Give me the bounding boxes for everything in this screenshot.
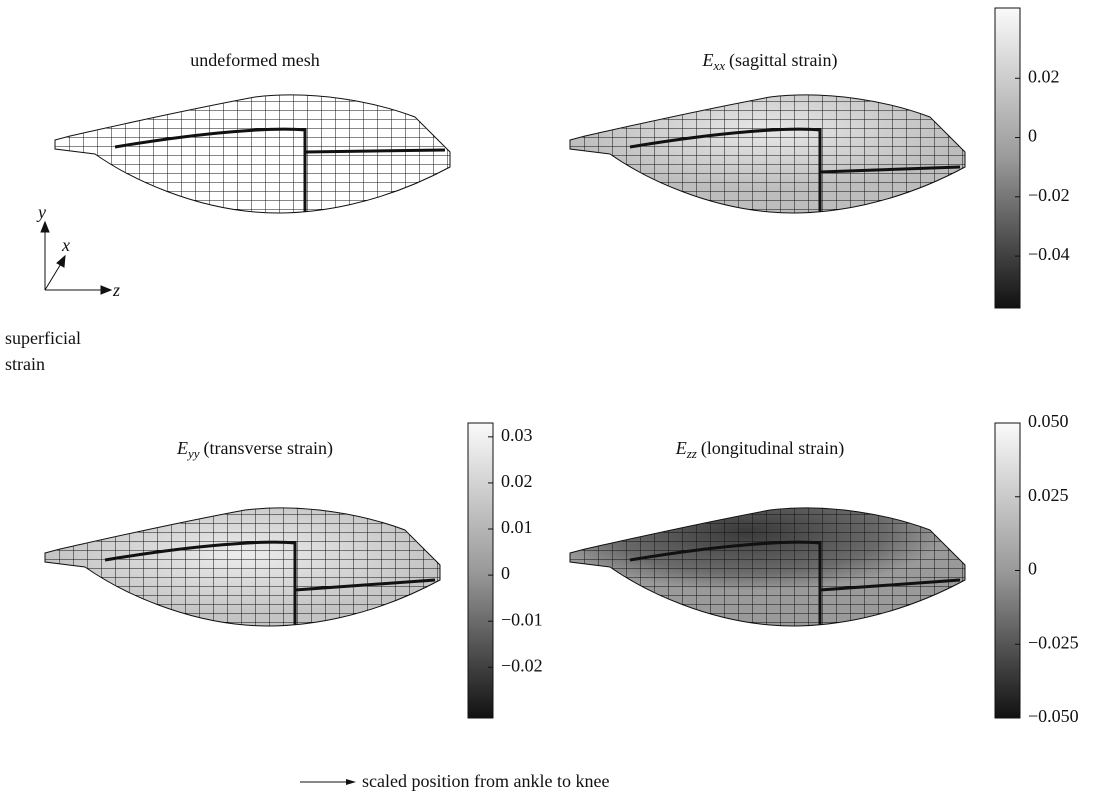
- mesh-3: [44, 507, 441, 627]
- subscript: zz: [686, 446, 697, 461]
- panel-title: undeformed mesh: [190, 50, 319, 70]
- colorbar-tick-label: 0.050: [1028, 411, 1069, 431]
- panel-title: Eyy (transverse strain): [176, 438, 333, 461]
- axis-y-label: y: [36, 202, 46, 222]
- colorbar-tick-label: 0.01: [501, 517, 533, 537]
- title-text: (transverse strain): [204, 438, 333, 459]
- colorbar-tick-label: 0.02: [501, 471, 533, 491]
- colorbar-tick-label: −0.04: [1028, 244, 1070, 264]
- mesh-2: [569, 94, 966, 214]
- axis-x-label: x: [61, 235, 70, 255]
- symbol: E: [701, 50, 713, 70]
- panel-title: Exx (sagittal strain): [701, 50, 837, 73]
- colorbar-tick-label: 0.025: [1028, 485, 1069, 505]
- title-text: (sagittal strain): [729, 50, 837, 71]
- axes-icon: [40, 220, 113, 295]
- subscript: xx: [712, 58, 725, 73]
- colorbar-tick-label: −0.025: [1028, 632, 1079, 652]
- axis-z-label: z: [112, 280, 120, 300]
- colorbar-tick-label: −0.01: [501, 609, 543, 629]
- colorbar: [994, 7, 1021, 309]
- symbol: E: [675, 438, 687, 458]
- colorbar-tick-label: 0: [501, 563, 510, 583]
- side-label: strain: [5, 354, 45, 374]
- mesh-1: [54, 94, 451, 214]
- mesh-4: [569, 507, 966, 627]
- colorbar-tick-label: 0: [1028, 559, 1037, 579]
- title-text: (longitudinal strain): [701, 438, 844, 459]
- colorbar: [467, 422, 494, 719]
- colorbar-tick-label: −0.02: [1028, 185, 1070, 205]
- side-label: superficial: [5, 328, 81, 348]
- panel-title: Ezz (longitudinal strain): [675, 438, 845, 461]
- subscript: yy: [186, 446, 200, 461]
- colorbar-tick-label: 0.02: [1028, 66, 1060, 86]
- footer: scaled position from ankle to knee: [362, 771, 609, 791]
- colorbar-tick-label: 0.03: [501, 425, 533, 445]
- colorbar-tick-label: −0.02: [501, 655, 543, 675]
- colorbar-tick-label: −0.050: [1028, 706, 1079, 726]
- colorbar-tick-label: 0: [1028, 126, 1037, 146]
- symbol: E: [176, 438, 188, 458]
- footer-arrow-head: [346, 779, 356, 785]
